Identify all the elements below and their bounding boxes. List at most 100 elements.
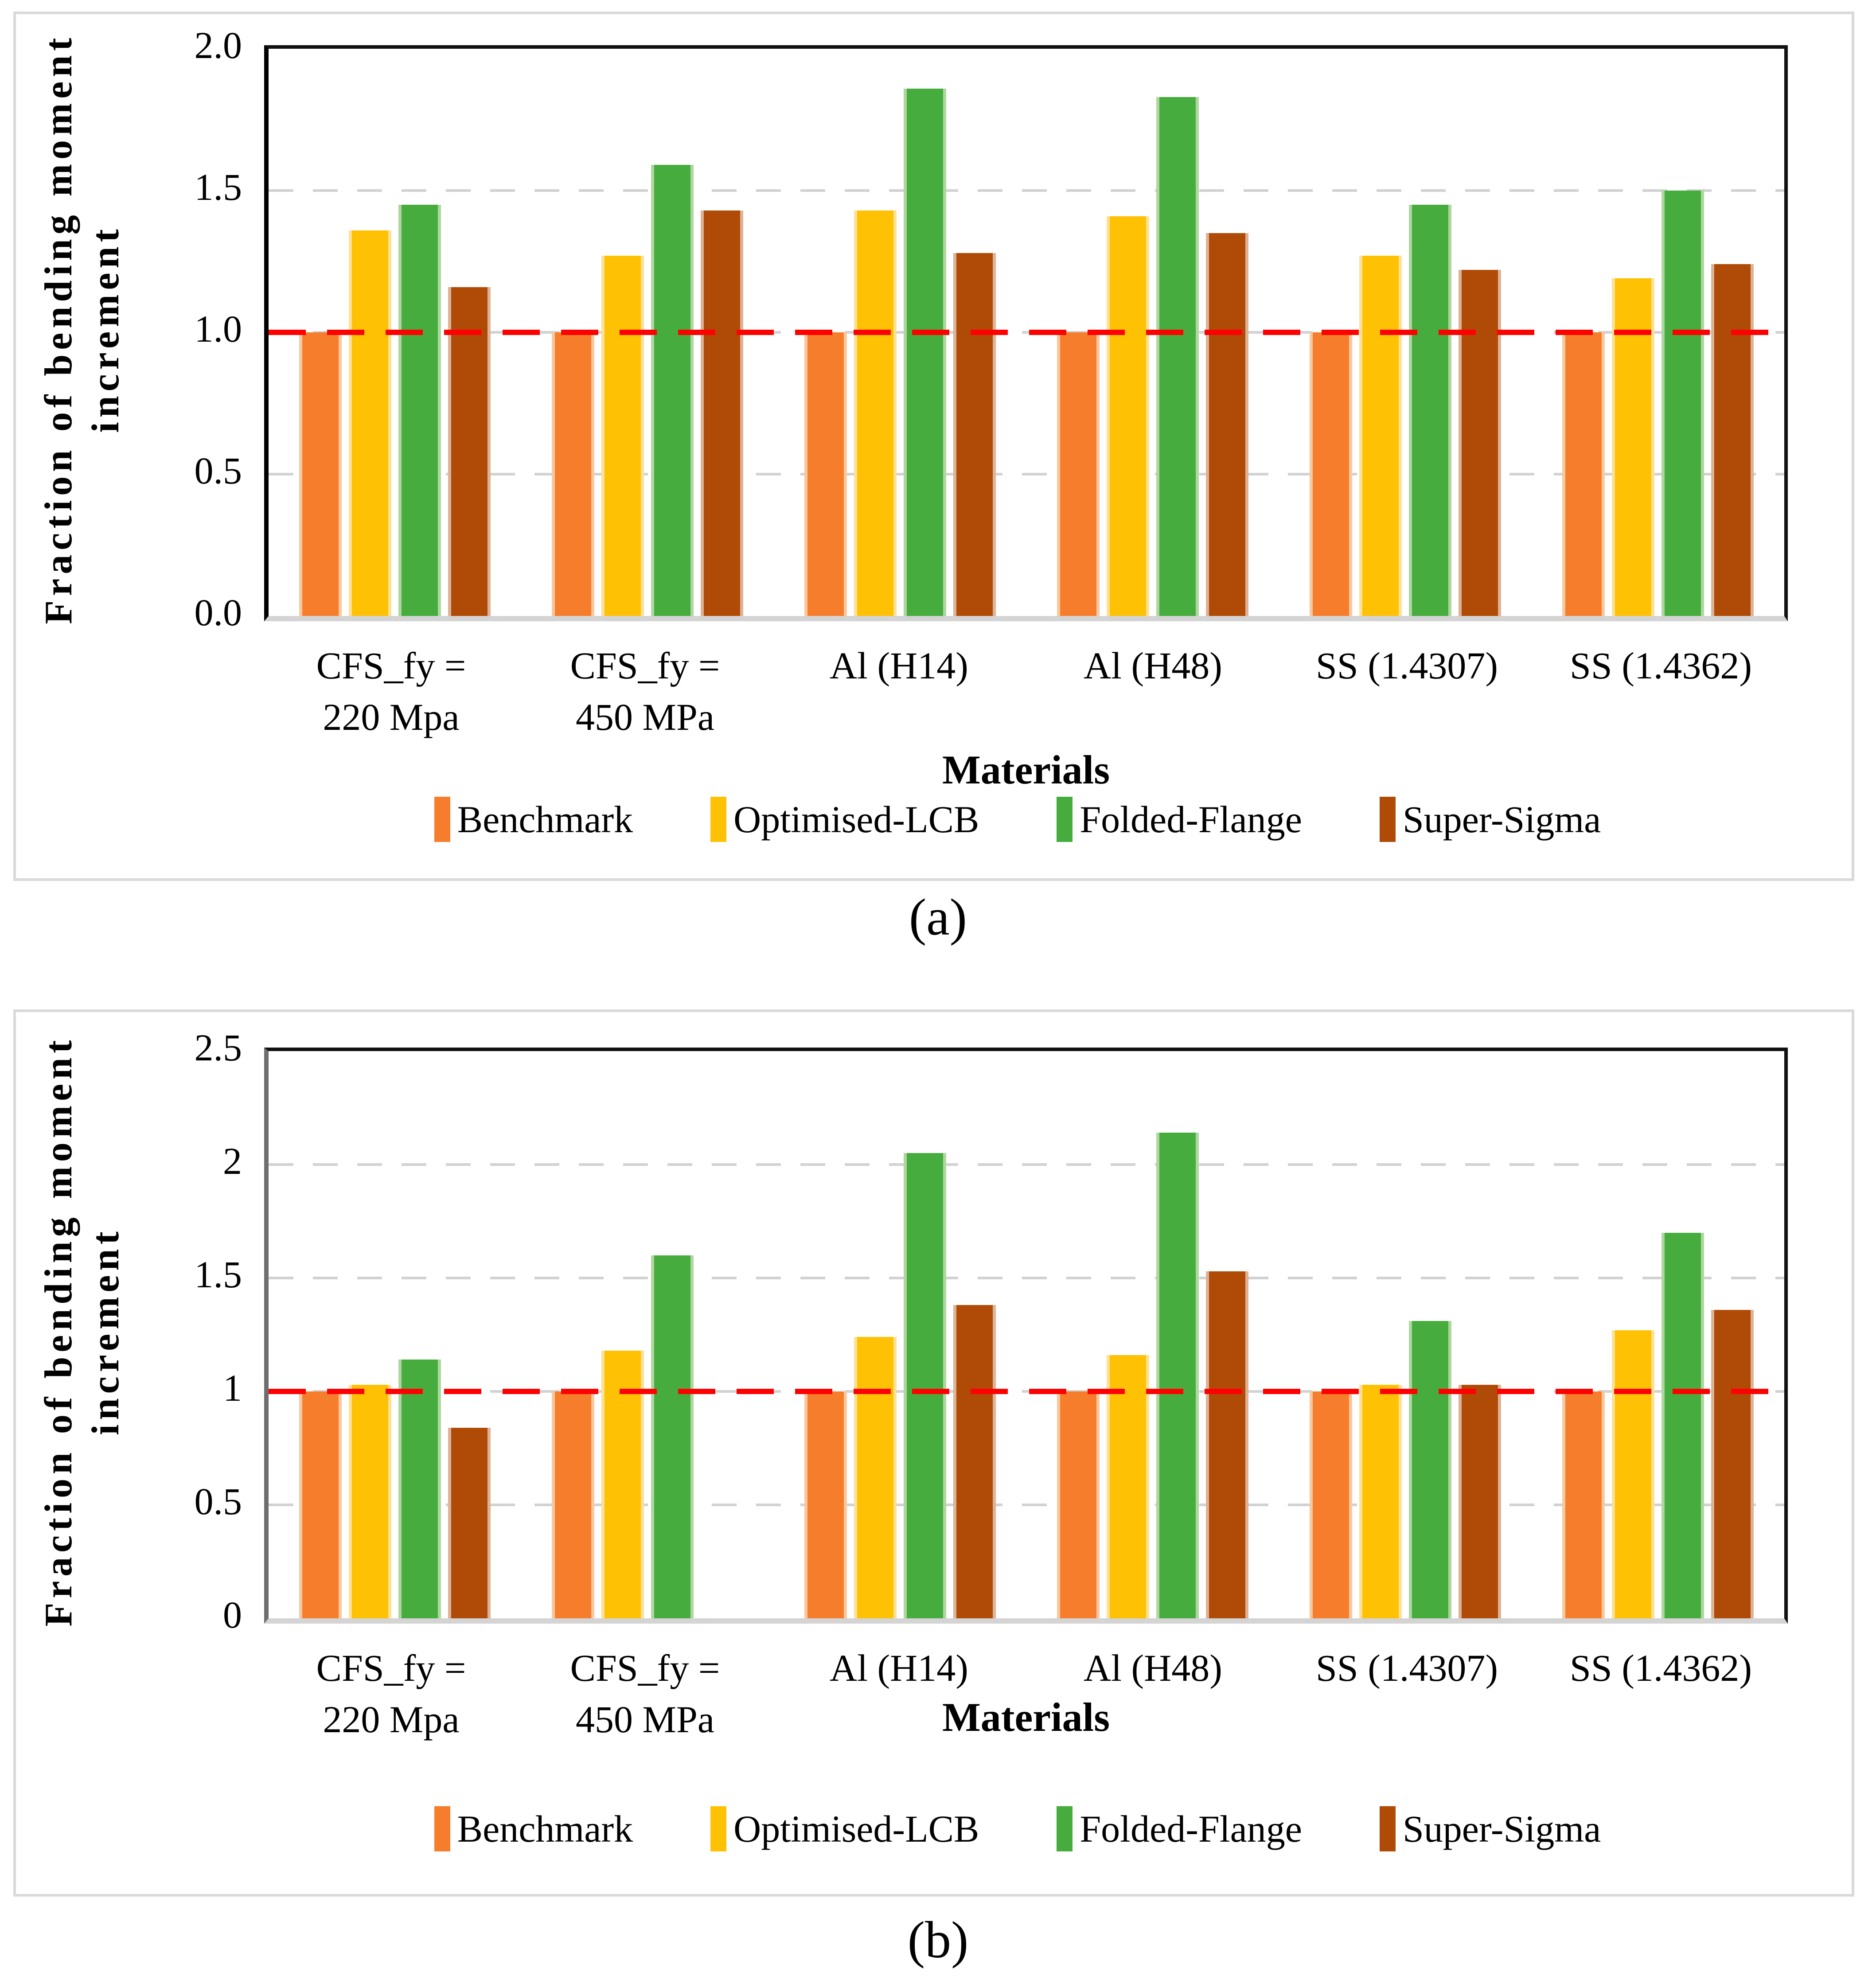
legend-item-Super-Sigma: Super-Sigma <box>1379 1804 1601 1853</box>
x-category-label-SS (1.4307): SS (1.4307) <box>1280 1642 1534 1745</box>
gridline-1.5 <box>269 1277 1784 1279</box>
legend-swatch-Folded-Flange <box>1057 797 1073 842</box>
bar-Optimised-LCB-Al (H48) <box>1107 216 1149 616</box>
bar-group-SS (1.4362) <box>1532 1051 1784 1618</box>
legend-item-Folded-Flange: Folded-Flange <box>1057 795 1302 844</box>
y-tick-label-0.5: 0.5 <box>194 1480 242 1523</box>
bar-Benchmark-SS (1.4362) <box>1562 332 1605 616</box>
x-category-line2: 450 MPa <box>576 1698 714 1741</box>
x-category-label-SS (1.4362): SS (1.4362) <box>1534 1642 1788 1745</box>
legend-label-Super-Sigma: Super-Sigma <box>1402 1808 1601 1850</box>
x-category-line1: CFS_fy = <box>316 644 466 687</box>
legend-item-Benchmark: Benchmark <box>434 1804 633 1853</box>
reference-line <box>269 330 1784 335</box>
bar-Optimised-LCB-Al (H14) <box>854 1337 897 1618</box>
x-category-label-SS (1.4307): SS (1.4307) <box>1280 640 1534 743</box>
bar-Optimised-LCB-SS (1.4307) <box>1359 256 1402 616</box>
legend-label-Super-Sigma: Super-Sigma <box>1402 798 1601 841</box>
x-category-line1: CFS_fy = <box>316 1647 466 1689</box>
y-axis-ticks: 0.0 0.5 1.0 1.5 2.0 <box>16 14 242 878</box>
legend-label-Benchmark: Benchmark <box>457 1808 633 1850</box>
legend-swatch-Optimised-LCB <box>710 1806 727 1851</box>
x-category-line1: Al (H14) <box>830 644 968 687</box>
bar-Benchmark-CFS_fy = 450 MPa <box>552 1391 594 1618</box>
bar-group-Al (H14) <box>774 49 1026 616</box>
bar-Super-Sigma-SS (1.4307) <box>1459 1384 1501 1618</box>
bar-Optimised-LCB-CFS_fy = 450 MPa <box>601 1350 644 1618</box>
bar-Super-Sigma-Al (H14) <box>953 253 996 616</box>
legend: Benchmark Optimised-LCB Folded-Flange Super… <box>229 795 1806 844</box>
bar-Benchmark-CFS_fy = 220 Mpa <box>299 1391 342 1618</box>
x-category-label-CFS_fy = 220 Mpa: CFS_fy = 220 Mpa <box>264 640 518 743</box>
gridline-0.5 <box>269 1504 1784 1506</box>
bar-Benchmark-SS (1.4362) <box>1562 1391 1605 1618</box>
bar-Folded-Flange-SS (1.4362) <box>1661 1232 1704 1618</box>
x-category-label-CFS_fy = 220 Mpa: CFS_fy = 220 Mpa <box>264 1642 518 1745</box>
bar-Benchmark-CFS_fy = 450 MPa <box>552 332 594 616</box>
x-category-label-Al (H48): Al (H48) <box>1026 1642 1280 1745</box>
legend-swatch-Optimised-LCB <box>710 797 727 842</box>
x-category-line1: SS (1.4362) <box>1570 644 1752 687</box>
bar-Folded-Flange-Al (H14) <box>904 1153 946 1618</box>
legend-item-Folded-Flange: Folded-Flange <box>1057 1804 1302 1853</box>
bar-Benchmark-Al (H48) <box>1057 332 1100 616</box>
reference-line <box>269 1389 1784 1394</box>
plot-area <box>264 1048 1788 1624</box>
bar-Optimised-LCB-Al (H14) <box>854 210 897 616</box>
legend-swatch-Benchmark <box>434 797 450 842</box>
bar-Super-Sigma-SS (1.4307) <box>1459 270 1501 616</box>
x-category-label-Al (H48): Al (H48) <box>1026 640 1280 743</box>
x-axis-category-labels: CFS_fy = 220 Mpa CFS_fy = 450 MPa Al (H14) Al… <box>264 1642 1788 1745</box>
y-tick-label-1.5: 1.5 <box>194 166 242 208</box>
y-tick-label-2.0: 2.0 <box>194 24 242 66</box>
bar-group-Al (H48) <box>1026 1051 1279 1618</box>
bar-Benchmark-Al (H48) <box>1057 1391 1100 1618</box>
legend-item-Benchmark: Benchmark <box>434 795 633 844</box>
caption-a: (a) <box>909 888 967 946</box>
bars-container <box>269 1051 1784 1618</box>
x-category-line1: Al (H48) <box>1084 1647 1222 1689</box>
bars-container <box>269 49 1784 616</box>
bar-Optimised-LCB-SS (1.4307) <box>1359 1384 1402 1618</box>
x-category-line1: Al (H14) <box>830 1647 968 1689</box>
bar-Optimised-LCB-CFS_fy = 220 Mpa <box>349 1384 391 1618</box>
bar-Optimised-LCB-SS (1.4362) <box>1612 278 1654 616</box>
legend-swatch-Folded-Flange <box>1057 1806 1073 1851</box>
legend-item-Optimised-LCB: Optimised-LCB <box>710 1804 979 1853</box>
legend-swatch-Super-Sigma <box>1379 797 1396 842</box>
bar-Folded-Flange-Al (H48) <box>1156 1133 1199 1618</box>
y-tick-label-1.0: 1.0 <box>194 308 242 350</box>
bar-Super-Sigma-Al (H48) <box>1206 233 1248 616</box>
x-category-label-Al (H14): Al (H14) <box>772 1642 1026 1745</box>
bar-Folded-Flange-CFS_fy = 220 Mpa <box>398 205 441 616</box>
plot-area <box>264 45 1788 621</box>
x-axis-title: Materials <box>942 747 1110 792</box>
y-tick-label-0: 0 <box>223 1593 242 1636</box>
legend-swatch-Super-Sigma <box>1379 1806 1396 1851</box>
bar-Super-Sigma-Al (H48) <box>1206 1271 1248 1618</box>
y-tick-label-0.0: 0.0 <box>194 591 242 634</box>
bar-Super-Sigma-CFS_fy = 450 MPa <box>701 210 743 616</box>
y-tick-label-1: 1 <box>223 1367 242 1409</box>
x-axis-category-labels: CFS_fy = 220 Mpa CFS_fy = 450 MPa Al (H14) Al… <box>264 640 1788 743</box>
chart-panel-a: Fraction of bending moment increment 0.0… <box>13 12 1854 881</box>
gridline-1.5 <box>269 189 1784 192</box>
bar-Folded-Flange-SS (1.4362) <box>1661 191 1704 616</box>
bar-Super-Sigma-CFS_fy = 220 Mpa <box>448 287 491 616</box>
bar-Folded-Flange-CFS_fy = 450 MPa <box>651 165 694 616</box>
bar-group-CFS_fy = 220 Mpa <box>269 1051 521 1618</box>
bar-Optimised-LCB-CFS_fy = 220 Mpa <box>349 230 391 616</box>
caption-b: (b) <box>907 1911 969 1969</box>
gridline-2 <box>269 1163 1784 1166</box>
legend-label-Optimised-LCB: Optimised-LCB <box>733 1808 979 1850</box>
bar-Benchmark-SS (1.4307) <box>1310 1391 1352 1618</box>
bar-Benchmark-Al (H14) <box>804 332 847 616</box>
chart-panel-b: Fraction of bending moment increment 0 0.… <box>13 1009 1854 1897</box>
x-category-line1: SS (1.4362) <box>1570 1647 1752 1689</box>
x-category-line1: CFS_fy = <box>570 644 720 687</box>
bar-Super-Sigma-SS (1.4362) <box>1711 1309 1754 1618</box>
bar-group-CFS_fy = 450 MPa <box>521 1051 774 1618</box>
x-category-label-SS (1.4362): SS (1.4362) <box>1534 640 1788 743</box>
bar-Optimised-LCB-CFS_fy = 450 MPa <box>601 256 644 616</box>
bar-Optimised-LCB-Al (H48) <box>1107 1355 1149 1618</box>
